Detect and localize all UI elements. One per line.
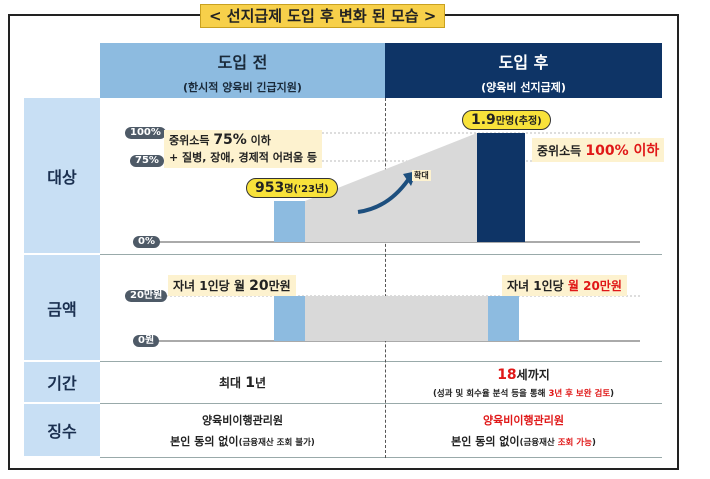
before-amount-number: 20 xyxy=(249,278,269,294)
bar-after-amount xyxy=(488,296,519,341)
bar-before-target xyxy=(274,201,305,242)
tick-0: 0% xyxy=(133,236,160,248)
tick-20man: 20만원 xyxy=(125,290,168,302)
before-period-unit: 년 xyxy=(254,376,267,390)
before-collection-line1: 양육비이행관리원 xyxy=(202,414,283,427)
after-count-unit: 만명(추정) xyxy=(495,116,542,127)
before-collection-detail: (금융재산 조회 불가) xyxy=(238,438,315,448)
after-amount-note: 자녀 1인당 월 20만원 xyxy=(502,275,627,296)
row-label-period: 기간 xyxy=(24,362,100,404)
before-period: 최대 1년 xyxy=(100,374,385,391)
after-note-100: 100% 이하 xyxy=(585,143,660,159)
row-area-collection xyxy=(100,404,662,458)
before-collection-line2: 본인 동의 없이(금융재산 조회 불가) xyxy=(100,433,385,449)
after-amount-text: 자녀 1인당 xyxy=(507,279,568,293)
after-period-note: (성과 및 회수율 분석 등을 통해 3년 후 보완 검토) xyxy=(385,387,662,399)
expand-label: 확대 xyxy=(412,170,431,181)
row-area-period xyxy=(100,362,662,404)
expand-arrow xyxy=(357,178,410,214)
row-label-collection: 징수 xyxy=(24,404,100,458)
row-label-target: 대상 xyxy=(24,98,100,255)
before-note-text: 중위소득 xyxy=(169,134,214,147)
bar-after-target xyxy=(477,133,525,242)
before-after-divider xyxy=(385,98,386,458)
bar-before-amount xyxy=(274,296,305,341)
before-target-note: 중위소득 75% 이하 + 질병, 장애, 경제적 어려움 등 xyxy=(164,130,323,168)
after-target-note: 중위소득 100% 이하 xyxy=(532,138,665,162)
after-collection-detail: (금융재산 xyxy=(519,438,558,448)
row-label-amount: 금액 xyxy=(24,255,100,362)
header-before: 도입 전 (한시적 양육비 긴급지원) xyxy=(100,43,385,98)
expansion-area xyxy=(305,133,477,242)
before-collection-consent: 본인 동의 없이 xyxy=(170,435,239,448)
after-period: 18세까지 xyxy=(385,366,662,383)
header-after-title: 도입 후 xyxy=(498,53,549,72)
tick-0won: 0원 xyxy=(133,335,160,347)
row-area-amount xyxy=(100,255,662,362)
before-note-line2: + 질병, 장애, 경제적 어려움 등 xyxy=(169,151,318,164)
before-amount-note: 자녀 1인당 월 20만원 xyxy=(168,275,296,296)
before-count-unit: 명('23년) xyxy=(284,184,329,195)
after-count-badge: 1.9만명(추정) xyxy=(462,110,551,130)
after-amount-value: 월 20만원 xyxy=(567,279,622,293)
after-period-note-highlight: 3년 후 보완 검토 xyxy=(548,389,611,399)
tick-75: 75% xyxy=(130,155,164,167)
after-collection-close: ) xyxy=(591,438,596,448)
before-period-number: 1 xyxy=(245,375,255,391)
before-note-suffix: 이하 xyxy=(246,134,271,147)
header-after: 도입 후 (양육비 선지급제) xyxy=(385,43,662,98)
after-collection-highlight: 조회 가능 xyxy=(557,438,592,448)
before-note-75: 75% xyxy=(213,132,247,148)
before-count-number: 953 xyxy=(255,180,285,196)
before-count-badge: 953명('23년) xyxy=(246,178,338,198)
after-period-unit: 세까지 xyxy=(516,368,550,382)
before-amount-unit: 만원 xyxy=(268,279,291,293)
row-area-target xyxy=(100,98,662,255)
tick-100: 100% xyxy=(125,127,166,139)
after-collection-line1: 양육비이행관리원 xyxy=(483,414,564,427)
after-period-note-text: (성과 및 회수율 분석 등을 통해 xyxy=(432,389,549,399)
after-collection-line2: 본인 동의 없이(금융재산 조회 가능) xyxy=(385,433,662,449)
after-collection-consent: 본인 동의 없이 xyxy=(451,435,520,448)
after-period-note-close: ) xyxy=(610,389,615,399)
amount-flat-area xyxy=(305,296,488,341)
after-count-number: 1.9 xyxy=(471,112,496,128)
after-note-text: 중위소득 xyxy=(537,144,586,158)
header-after-subtitle: (양육비 선지급제) xyxy=(481,81,566,94)
before-amount-text: 자녀 1인당 월 xyxy=(173,279,250,293)
page-title: < 선지급제 도입 후 변화 된 모습 > xyxy=(200,4,446,28)
header-before-subtitle: (한시적 양육비 긴급지원) xyxy=(183,81,302,94)
after-period-number: 18 xyxy=(497,367,517,383)
header-before-title: 도입 전 xyxy=(217,53,268,72)
before-period-text: 최대 xyxy=(218,376,246,390)
